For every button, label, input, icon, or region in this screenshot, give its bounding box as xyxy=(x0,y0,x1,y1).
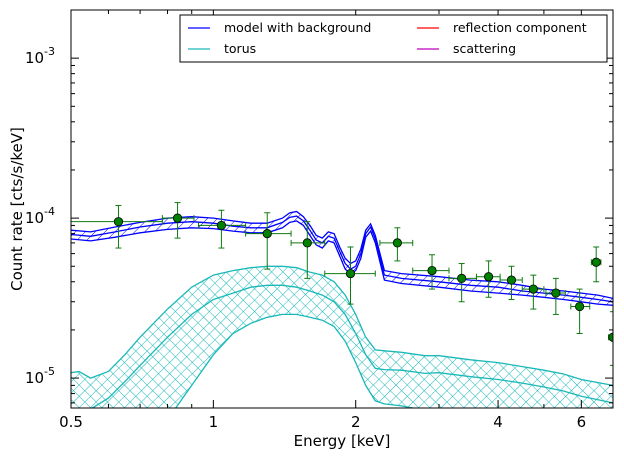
data-point-13 xyxy=(570,288,591,334)
data-point-1 xyxy=(161,202,195,239)
plot-area xyxy=(71,202,613,408)
torus-band xyxy=(71,266,613,408)
x-tick-label-3: 4 xyxy=(493,413,503,431)
data-point-marker xyxy=(457,273,467,283)
data-point-2 xyxy=(197,209,247,249)
data-point-14 xyxy=(590,246,602,283)
y-tick-label-2: 10-3 xyxy=(25,45,55,67)
model-with-background-mid-line xyxy=(71,215,613,303)
plot-frame xyxy=(70,9,614,409)
data-point-10 xyxy=(499,265,523,300)
data-point-marker xyxy=(113,217,124,227)
torus-lower-line xyxy=(174,313,417,408)
data-point-5 xyxy=(324,246,376,305)
data-point-marker xyxy=(216,220,227,231)
model-with-background-band xyxy=(71,211,613,306)
torus-mid-line xyxy=(91,284,613,408)
y-tick-label-0: 10-5 xyxy=(25,365,55,387)
model-with-background-upper-line xyxy=(71,210,613,300)
legend-label-torus: torus xyxy=(224,41,256,56)
data-point-7 xyxy=(412,254,450,290)
x-tick-label-2: 2 xyxy=(351,413,361,431)
data-point-12 xyxy=(545,277,566,315)
data-point-3 xyxy=(245,212,292,270)
data-point-marker xyxy=(345,268,356,279)
data-point-marker xyxy=(591,257,601,267)
x-axis-label: Energy [keV] xyxy=(294,432,391,450)
legend: model with background torus reflection com… xyxy=(179,14,608,63)
data-point-marker xyxy=(484,272,494,282)
data-point-marker xyxy=(506,275,517,285)
data-point-marker xyxy=(172,213,183,223)
legend-label-scattering: scattering xyxy=(453,41,516,56)
x-tick-label-4: 6 xyxy=(577,413,587,431)
data-point-4 xyxy=(290,221,326,279)
data-point-marker xyxy=(528,284,538,294)
data-point-marker xyxy=(427,265,437,276)
model-with-background-lower-line xyxy=(71,220,613,306)
data-point-11 xyxy=(521,274,545,310)
data-point-9 xyxy=(475,260,501,298)
y-axis-label: Count rate [cts/s/keV] xyxy=(8,127,26,291)
data-point-marker xyxy=(575,301,585,312)
data-point-6 xyxy=(379,227,414,262)
x-tick-label-0: 0.5 xyxy=(59,413,83,431)
legend-label-model-with-background: model with background xyxy=(224,20,371,35)
legend-box xyxy=(179,14,608,63)
data-point-marker xyxy=(551,288,561,298)
legend-label-reflection-component: reflection component xyxy=(453,20,587,35)
axis-ticks: 0.5 1 2 4 6 10-5 10-4 10-3 xyxy=(25,9,614,431)
x-tick-label-1: 1 xyxy=(209,413,219,431)
data-point-0 xyxy=(71,204,163,249)
torus-upper-line xyxy=(71,265,613,387)
data-point-marker xyxy=(302,238,312,248)
y-tick-label-1: 10-4 xyxy=(25,205,55,227)
data-point-marker xyxy=(262,229,272,239)
data-point-marker xyxy=(392,238,402,248)
